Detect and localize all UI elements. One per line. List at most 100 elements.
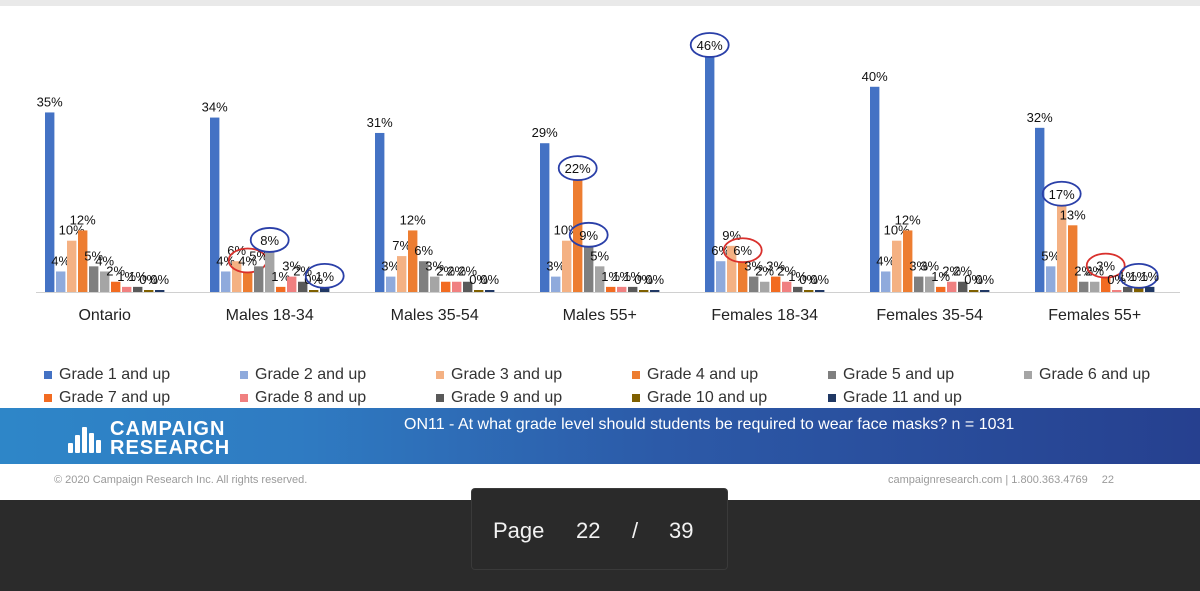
data-label: 2% — [1074, 264, 1093, 279]
data-label: 0% — [634, 272, 653, 287]
data-label: 1% — [271, 269, 290, 284]
legend-swatch — [828, 394, 836, 402]
category-label: Males 18-34 — [226, 307, 314, 324]
bar — [650, 290, 660, 292]
legend-label: Grade 2 and up — [255, 366, 367, 383]
logo-text-line1: CAMPAIGN — [110, 418, 226, 440]
bar — [617, 286, 627, 292]
data-label: 0% — [645, 272, 664, 287]
bar — [144, 290, 154, 292]
legend-item: Grade 3 and up — [436, 364, 562, 386]
legend-item: Grade 7 and up — [44, 387, 170, 409]
data-label: 2% — [942, 264, 961, 279]
bar — [419, 261, 429, 292]
legend-label: Grade 5 and up — [843, 366, 955, 383]
legend-swatch — [632, 394, 640, 402]
highlight-circle — [689, 32, 730, 58]
footer-contact: campaignresearch.com | 1.800.363.4769 22 — [888, 474, 1114, 486]
bar — [441, 281, 451, 292]
highlight-circle — [568, 221, 609, 248]
data-label: 12% — [400, 212, 426, 227]
highlight-circle — [1085, 252, 1126, 279]
bar — [133, 286, 143, 292]
slide-number: 22 — [1101, 474, 1115, 486]
bar — [771, 276, 781, 292]
slide: 35% 4% 10% 12% 5% 4% 2% 1% 1% 0% 0% Ontario 34% 4% 6% 4… — [0, 0, 1200, 500]
bar — [573, 179, 583, 292]
bar — [430, 276, 440, 292]
bar — [793, 286, 803, 292]
bar — [1046, 266, 1056, 292]
bar — [925, 276, 935, 292]
legend-item: Grade 11 and up — [828, 387, 962, 409]
highlight-circle — [1041, 180, 1082, 207]
page-label: Page — [493, 518, 545, 543]
survey-question: ON11 - At what grade level should studen… — [404, 416, 1015, 433]
legend-swatch — [436, 371, 444, 379]
legend-label: Grade 7 and up — [59, 389, 171, 406]
bar — [1101, 276, 1111, 292]
bar — [595, 266, 605, 292]
data-label: 7% — [392, 238, 411, 253]
highlight-circle — [304, 262, 345, 289]
bar — [287, 276, 297, 292]
data-label: 22% — [565, 161, 591, 176]
category-label: Females 55+ — [1048, 307, 1141, 324]
data-label: 5% — [590, 248, 609, 263]
legend-item: Grade 2 and up — [240, 364, 366, 386]
legend-swatch — [44, 371, 52, 379]
category-label: Ontario — [78, 307, 131, 324]
bar — [969, 290, 979, 292]
bar — [782, 281, 792, 292]
data-label: 13% — [1060, 207, 1086, 222]
legend-item: Grade 9 and up — [436, 387, 562, 409]
data-label: 1% — [117, 269, 136, 284]
bar — [749, 276, 759, 292]
legend-label: Grade 9 and up — [451, 389, 563, 406]
data-label: 3% — [909, 259, 928, 274]
bar — [309, 290, 319, 292]
bar — [485, 290, 495, 292]
bar — [639, 290, 649, 292]
bar — [155, 290, 165, 292]
page-current: 22 — [576, 518, 601, 543]
data-label: 17% — [1049, 187, 1075, 202]
bar — [1079, 281, 1089, 292]
data-label: 1% — [1129, 269, 1148, 284]
bar — [375, 132, 385, 292]
data-label: 32% — [1027, 110, 1053, 125]
data-label: 29% — [532, 125, 558, 140]
bar — [100, 271, 110, 292]
bar — [738, 261, 748, 292]
data-label: 0% — [139, 272, 158, 287]
bar — [111, 281, 121, 292]
data-label: 34% — [202, 100, 228, 115]
data-label: 0% — [810, 272, 829, 287]
chart-legend: Grade 1 and up Grade 2 and up Grade 3 and … — [44, 364, 1194, 412]
bar — [936, 286, 946, 292]
highlight-circle — [1118, 262, 1159, 289]
bar — [452, 281, 462, 292]
bar — [78, 230, 88, 292]
data-label: 5% — [84, 248, 103, 263]
data-label: 2% — [1085, 264, 1104, 279]
category-label: Females 35-54 — [876, 307, 983, 324]
bar — [705, 56, 715, 292]
legend-swatch — [44, 394, 52, 402]
data-label: 31% — [367, 115, 393, 130]
footer-banner: CAMPAIGN RESEARCH ON11 - At what grade l… — [0, 408, 1200, 464]
bar — [562, 240, 572, 292]
highlight-circle — [557, 155, 598, 182]
data-label: 1% — [788, 269, 807, 284]
data-label: 1% — [931, 269, 950, 284]
legend-item: Grade 5 and up — [828, 364, 954, 386]
legend-label: Grade 11 and up — [843, 389, 962, 406]
data-label: 1% — [1118, 269, 1137, 284]
campaign-research-logo: CAMPAIGN RESEARCH — [66, 417, 266, 459]
data-label: 2% — [755, 264, 774, 279]
data-label: 0% — [469, 272, 488, 287]
data-label: 4% — [876, 253, 895, 268]
data-label: 2% — [436, 264, 455, 279]
data-label: 2% — [458, 264, 477, 279]
grouped-bar-chart: 35%4%10%12%5%4%2%1%1%0%0%Ontario34%4%6%4… — [36, 32, 1180, 324]
